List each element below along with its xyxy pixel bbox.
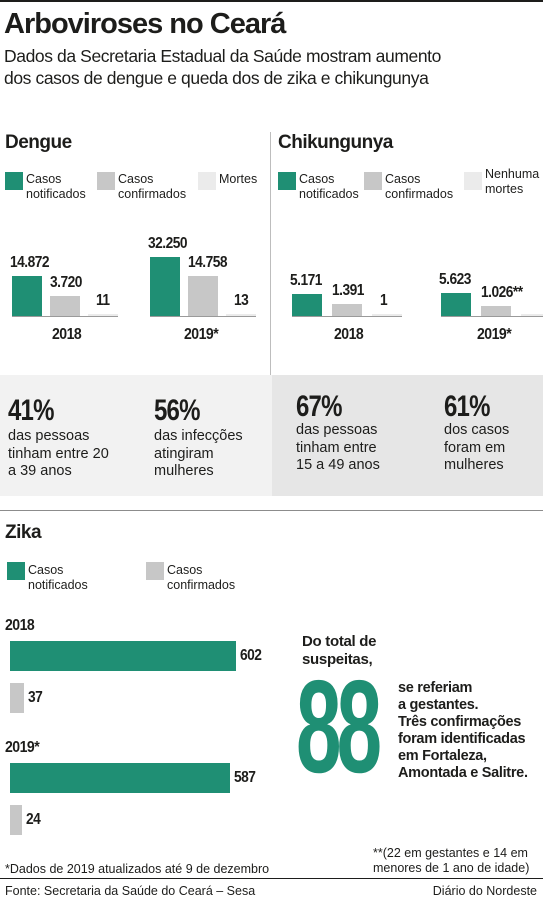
dengue-value-2018-3: 11: [96, 292, 110, 309]
zika-category-2019: 2019*: [5, 739, 40, 756]
chik-baseline-2018: [292, 316, 402, 317]
dengue-bar-2019-2: [188, 276, 218, 316]
chik-bar-2018-3: [372, 314, 402, 316]
legend-swatch-notificados: [5, 172, 23, 190]
legend-label-mortes: Mortes: [219, 172, 258, 186]
chik-category-2019: 2019*: [477, 326, 512, 343]
gestantes-intro: Do total de suspeitas,: [302, 633, 377, 668]
chik-bar-2019-1: [441, 293, 471, 316]
chik-legend-swatch-confirmados: [364, 172, 382, 190]
dengue-baseline-2018: [12, 316, 118, 317]
dengue-bar-2018-1: [12, 276, 42, 316]
zika-bar-2018-2: [10, 683, 24, 713]
stats-band: 41% das pessoas tinham entre 20 a 39 ano…: [0, 375, 543, 496]
zika-value-2019-2: 24: [26, 811, 41, 828]
stat-text-4: dos casos foram em mulheres: [444, 422, 510, 473]
dengue-value-2019-2: 14.758: [188, 254, 228, 271]
stat-pct-3: 67%: [296, 390, 342, 423]
dengue-value-2018-1: 14.872: [10, 254, 50, 271]
zika-bar-2019-2: [10, 805, 22, 835]
chik-value-2018-2: 1.391: [332, 282, 364, 299]
gestantes-number: 88: [296, 653, 382, 800]
dengue-bar-2018-3: [88, 314, 118, 316]
credit-text: Diário do Nordeste: [432, 884, 537, 898]
dengue-bar-2019-3: [226, 314, 256, 316]
dengue-category-2019: 2019*: [184, 326, 219, 343]
dengue-value-2019-3: 13: [234, 292, 249, 309]
footer-rule: [0, 878, 543, 879]
zika-legend-swatch-confirmados: [146, 562, 164, 580]
top-rule: [0, 0, 543, 2]
stat-pct-2: 56%: [154, 394, 200, 427]
dengue-value-2019-1: 32.250: [148, 235, 188, 252]
stats-band-dengue: [0, 375, 272, 496]
chik-bar-2019-3: [521, 314, 543, 316]
chik-legend-label-mortes: Nenhuma mortes: [485, 167, 540, 196]
zika-value-2018-1: 602: [240, 647, 262, 664]
chik-value-2018-1: 5.171: [290, 272, 322, 289]
dengue-value-2018-2: 3.720: [50, 274, 82, 291]
stat-pct-1: 41%: [8, 394, 54, 427]
footnote-gestantes: **(22 em gestantes e 14 em menores de 1 …: [373, 846, 530, 875]
zika-bar-2018-1: [10, 641, 236, 671]
chik-baseline-2019: [441, 316, 543, 317]
zika-title: Zika: [5, 522, 42, 543]
zika-value-2019-1: 587: [234, 769, 256, 786]
legend-swatch-confirmados: [97, 172, 115, 190]
chikungunya-title: Chikungunya: [278, 132, 393, 153]
stat-pct-4: 61%: [444, 390, 490, 423]
legend-label-notificados: Casos notificados: [26, 172, 86, 201]
source-text: Fonte: Secretaria da Saúde do Ceará – Se…: [5, 884, 256, 898]
subtitle-line-2: dos casos de dengue e queda dos de zika …: [4, 68, 429, 88]
gestantes-text-1: se referiam a gestantes.: [398, 680, 479, 713]
dengue-title: Dengue: [5, 132, 72, 153]
chik-bar-2018-1: [292, 294, 322, 316]
zika-category-2018: 2018: [5, 617, 35, 634]
section-rule: [0, 510, 543, 511]
dengue-baseline-2019: [150, 316, 256, 317]
chik-value-2019-2: 1.026**: [481, 284, 523, 301]
zika-legend-label-notificados: Casos notificados: [28, 563, 88, 592]
chik-value-2019-1: 5.623: [439, 271, 471, 288]
chik-legend-label-confirmados: Casos confirmados: [385, 172, 454, 201]
chik-legend-label-notificados: Casos notificados: [299, 172, 359, 201]
gestantes-text-2: Três confirmações foram identificadas em…: [398, 714, 528, 781]
stat-text-2: das infecções atingiram mulheres: [154, 428, 243, 479]
chik-legend-swatch-notificados: [278, 172, 296, 190]
footnote-dates: *Dados de 2019 atualizados até 9 de deze…: [5, 862, 270, 876]
chik-bar-2019-2: [481, 306, 511, 316]
chik-legend-swatch-mortes: [464, 172, 482, 190]
legend-label-confirmados: Casos confirmados: [118, 172, 187, 201]
subtitle-line-1: Dados da Secretaria Estadual da Saúde mo…: [4, 46, 441, 66]
zika-legend-label-confirmados: Casos confirmados: [167, 563, 236, 592]
stat-text-3: das pessoas tinham entre 15 a 49 anos: [296, 422, 380, 473]
chik-category-2018: 2018: [334, 326, 364, 343]
chik-value-2018-3: 1: [380, 292, 388, 309]
zika-bar-2019-1: [10, 763, 230, 793]
zika-value-2018-2: 37: [28, 689, 43, 706]
page-title: Arboviroses no Ceará: [4, 8, 286, 40]
chik-bar-2018-2: [332, 304, 362, 316]
zika-legend-swatch-notificados: [7, 562, 25, 580]
legend-swatch-mortes: [198, 172, 216, 190]
dengue-bar-2019-1: [150, 257, 180, 316]
column-divider: [270, 132, 271, 375]
dengue-bar-2018-2: [50, 296, 80, 316]
dengue-category-2018: 2018: [52, 326, 82, 343]
stats-band-chikungunya: [272, 375, 543, 496]
stat-text-1: das pessoas tinham entre 20 a 39 anos: [8, 428, 109, 479]
